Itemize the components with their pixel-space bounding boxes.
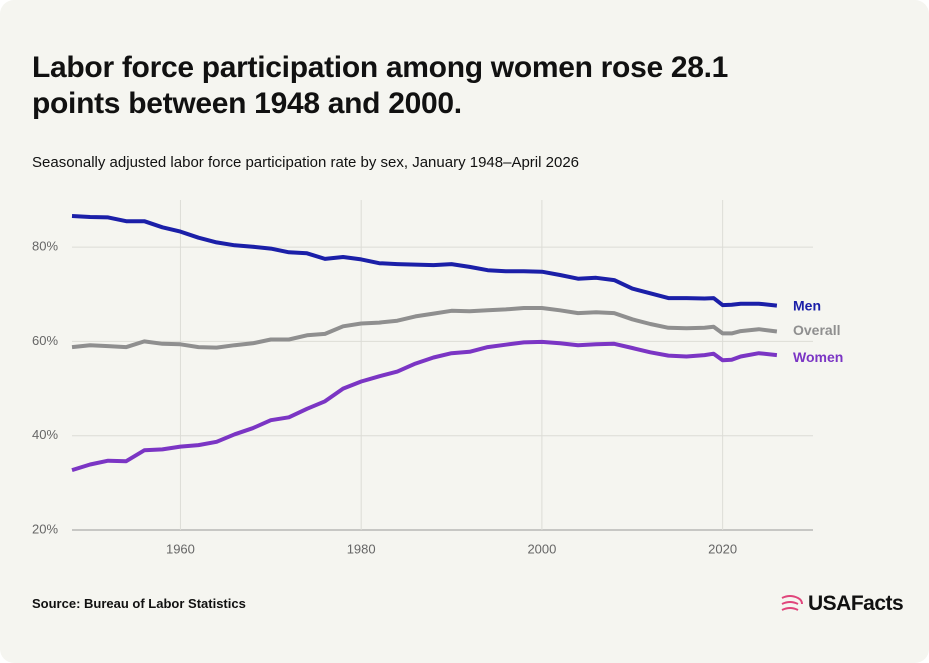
series-label: Men bbox=[793, 297, 821, 313]
x-tick-label: 2020 bbox=[708, 541, 737, 556]
y-tick-label: 40% bbox=[32, 427, 58, 442]
x-tick-label: 1960 bbox=[166, 541, 195, 556]
y-tick-label: 80% bbox=[32, 239, 58, 254]
chart-title: Labor force participation among women ro… bbox=[32, 51, 729, 120]
y-tick-label: 20% bbox=[32, 521, 58, 536]
series-label: Women bbox=[793, 349, 843, 365]
y-tick-label: 60% bbox=[32, 333, 58, 348]
x-tick-label: 1980 bbox=[347, 541, 376, 556]
brand-icon bbox=[781, 595, 803, 611]
brand: USAFacts bbox=[808, 592, 904, 615]
chart-subtitle: Seasonally adjusted labor force particip… bbox=[32, 154, 580, 171]
series-line bbox=[71, 339, 778, 473]
series-line bbox=[71, 306, 778, 350]
series-label: Overall bbox=[793, 322, 840, 338]
x-tick-label: 2000 bbox=[527, 541, 556, 556]
source: Source: Bureau of Labor Statistics bbox=[32, 596, 246, 611]
series-line bbox=[71, 214, 778, 308]
